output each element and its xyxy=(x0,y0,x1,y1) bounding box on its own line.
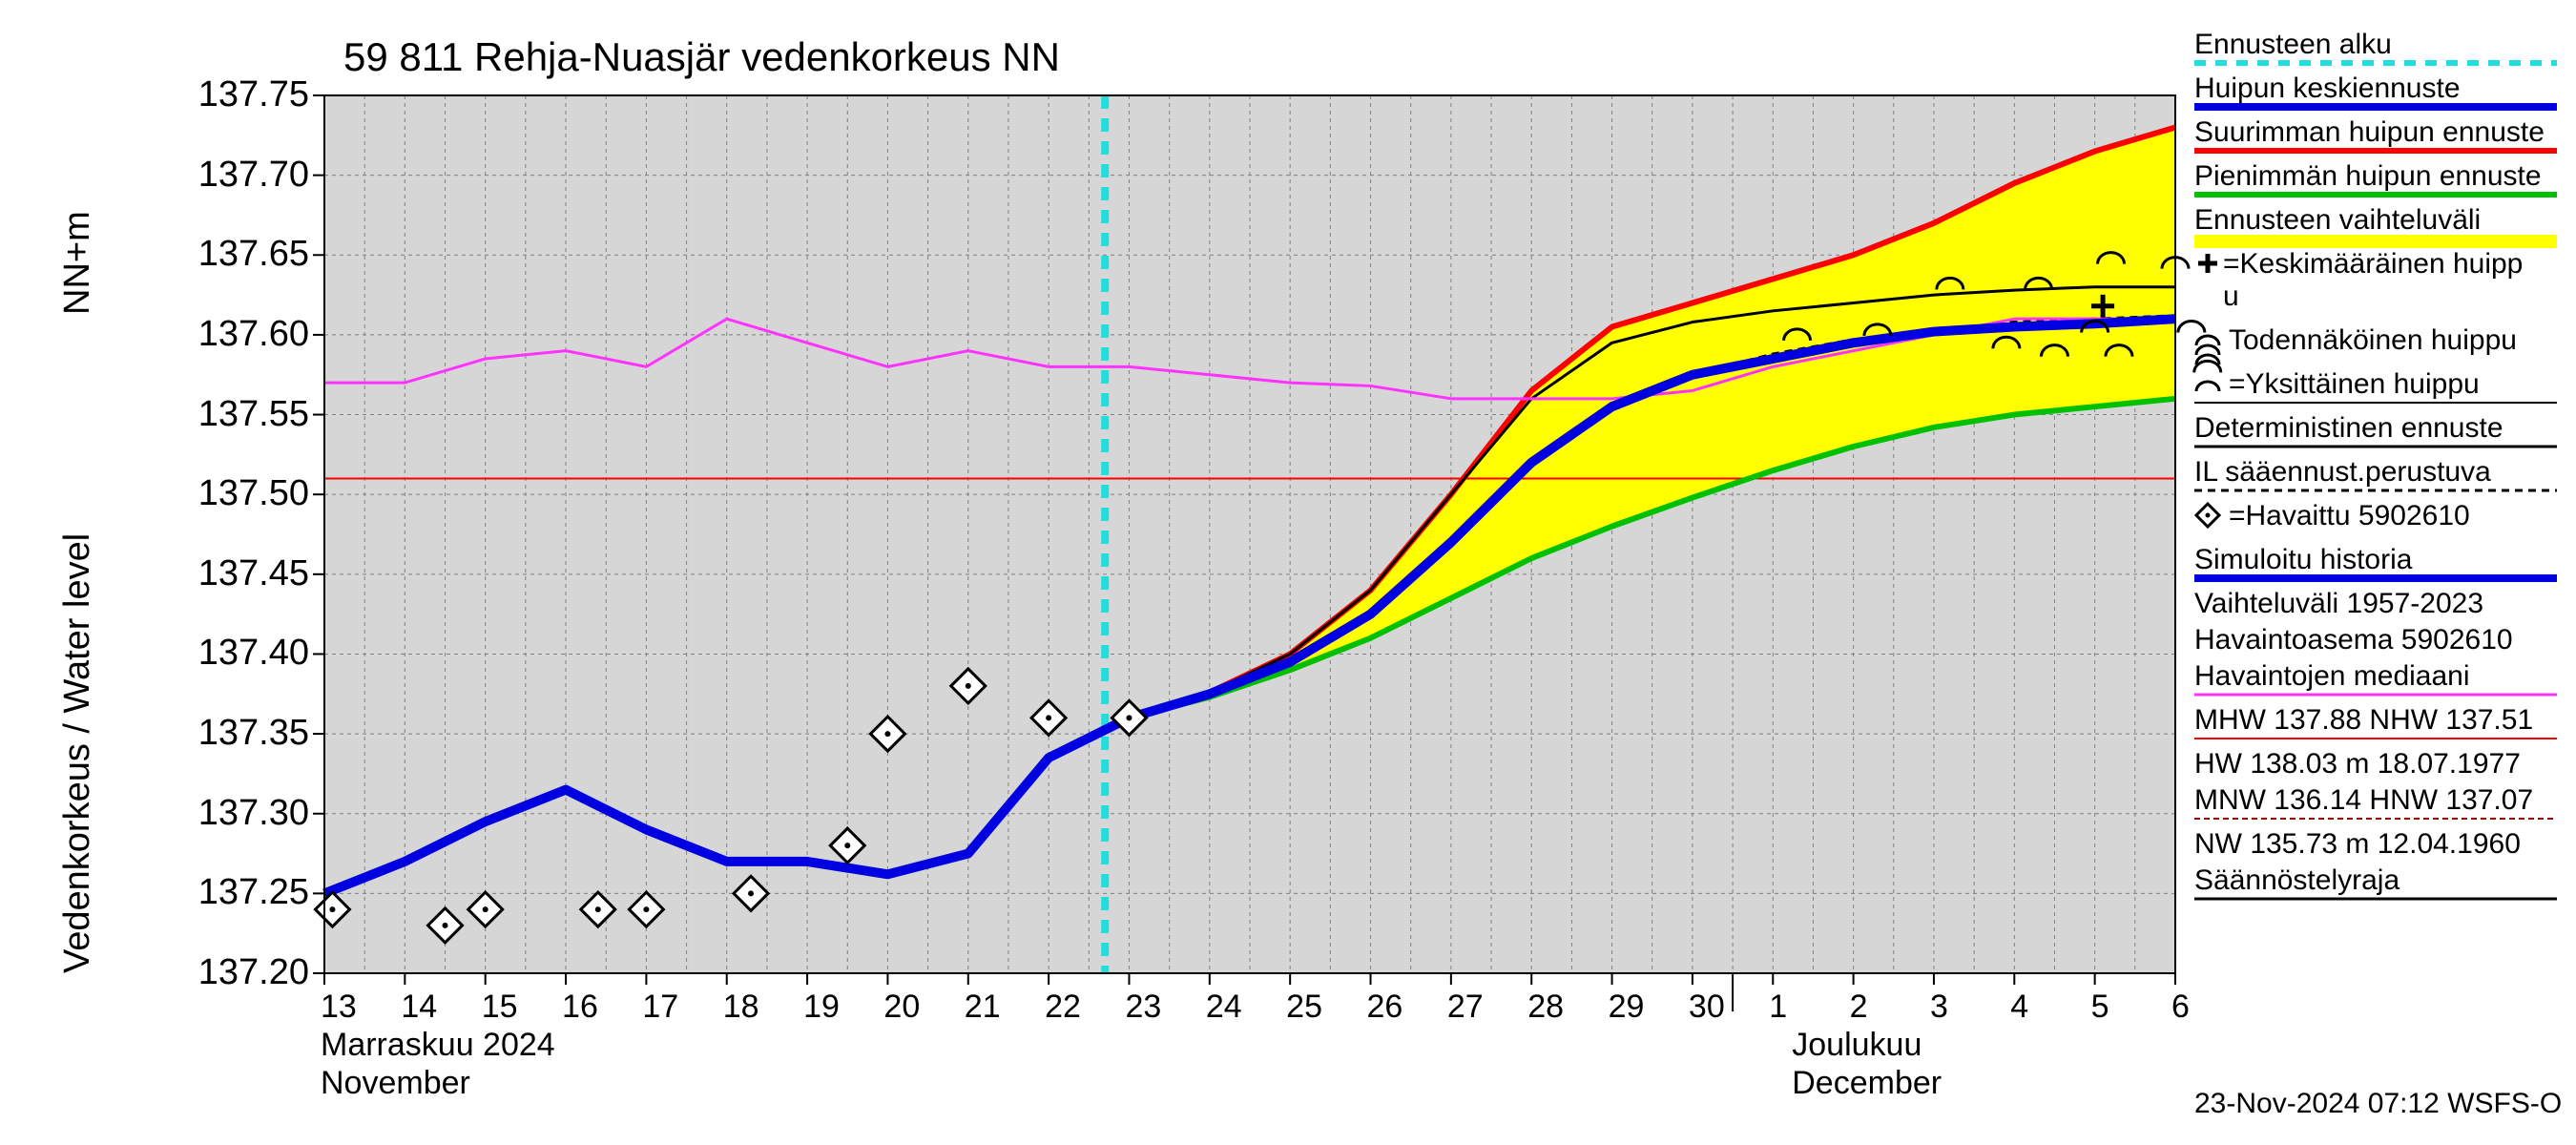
legend-item: MHW 137.88 NHW 137.51 xyxy=(2194,704,2533,737)
month1-fi: Marraskuu 2024 xyxy=(321,1027,555,1064)
legend-item-cont: u xyxy=(2223,281,2239,313)
x-tick-label: 25 xyxy=(1286,989,1322,1026)
water-level-chart: 59 811 Rehja-Nuasjär vedenkorkeus NN Ved… xyxy=(0,0,2576,1145)
y-tick-label: 137.20 xyxy=(198,952,309,993)
y-tick-label: 137.40 xyxy=(198,633,309,674)
x-tick-label: 19 xyxy=(803,989,840,1026)
legend-item: Deterministinen ennuste xyxy=(2194,412,2503,445)
y-axis-label-1: Vedenkorkeus / Water level xyxy=(57,533,98,973)
x-tick-label: 17 xyxy=(642,989,678,1026)
y-tick-label: 137.60 xyxy=(198,314,309,355)
month1-en: November xyxy=(321,1065,470,1102)
x-tick-label: 13 xyxy=(321,989,357,1026)
legend-item: MNW 136.14 HNW 137.07 xyxy=(2194,784,2533,817)
x-tick-label: 24 xyxy=(1206,989,1242,1026)
x-tick-label: 27 xyxy=(1447,989,1484,1026)
y-tick-label: 137.75 xyxy=(198,74,309,115)
x-tick-label: 3 xyxy=(1930,989,1948,1026)
chart-footer: 23-Nov-2024 07:12 WSFS-O xyxy=(2194,1088,2562,1120)
chart-title: 59 811 Rehja-Nuasjär vedenkorkeus NN xyxy=(343,34,1060,80)
legend-item: Huipun keskiennuste xyxy=(2194,73,2461,105)
y-tick-label: 137.55 xyxy=(198,394,309,435)
legend-item: =Havaittu 5902610 xyxy=(2229,500,2470,532)
x-tick-label: 5 xyxy=(2091,989,2109,1026)
legend-item: HW 138.03 m 18.07.1977 xyxy=(2194,748,2521,781)
legend-item: Havaintoasema 5902610 xyxy=(2194,624,2513,656)
x-tick-label: 16 xyxy=(562,989,598,1026)
x-tick-label: 30 xyxy=(1689,989,1725,1026)
x-tick-label: 18 xyxy=(723,989,759,1026)
legend-item: NW 135.73 m 12.04.1960 xyxy=(2194,828,2521,861)
legend-item: Pienimmän huipun ennuste xyxy=(2194,160,2542,193)
y-tick-label: 137.65 xyxy=(198,234,309,275)
legend-item: Vaihteluväli 1957-2023 xyxy=(2194,588,2483,620)
x-tick-label: 14 xyxy=(401,989,437,1026)
x-tick-label: 1 xyxy=(1769,989,1787,1026)
y-tick-label: 137.45 xyxy=(198,553,309,594)
legend-item: Suurimman huipun ennuste xyxy=(2194,116,2545,149)
chart-svg xyxy=(0,0,2576,1145)
x-tick-label: 21 xyxy=(965,989,1001,1026)
legend-item: Simuloitu historia xyxy=(2194,544,2412,576)
x-tick-label: 6 xyxy=(2171,989,2190,1026)
legend-item: Säännöstelyraja xyxy=(2194,864,2399,897)
x-tick-label: 22 xyxy=(1045,989,1081,1026)
legend-item: =Yksittäinen huippu xyxy=(2229,368,2480,401)
legend-item: Ennusteen alku xyxy=(2194,29,2392,61)
y-axis-label-2: NN+m xyxy=(57,211,98,315)
y-tick-label: 137.70 xyxy=(198,155,309,196)
legend-item: Ennusteen vaihteluväli xyxy=(2194,204,2481,237)
month2-en: December xyxy=(1792,1065,1942,1102)
month2-fi: Joulukuu xyxy=(1792,1027,1922,1064)
x-tick-label: 4 xyxy=(2010,989,2028,1026)
x-tick-label: 15 xyxy=(482,989,518,1026)
legend-item: Todennäköinen huippu xyxy=(2229,324,2517,357)
legend-item: IL sääennust.perustuva xyxy=(2194,456,2491,489)
x-tick-label: 2 xyxy=(1850,989,1868,1026)
y-tick-label: 137.30 xyxy=(198,793,309,834)
x-tick-label: 26 xyxy=(1367,989,1403,1026)
x-tick-label: 20 xyxy=(883,989,920,1026)
y-tick-label: 137.50 xyxy=(198,473,309,514)
x-tick-label: 29 xyxy=(1609,989,1645,1026)
x-tick-label: 23 xyxy=(1125,989,1161,1026)
x-tick-label: 28 xyxy=(1527,989,1564,1026)
y-tick-label: 137.25 xyxy=(198,872,309,913)
y-tick-label: 137.35 xyxy=(198,713,309,754)
legend-item: Havaintojen mediaani xyxy=(2194,660,2470,693)
legend-item: =Keskimääräinen huipp xyxy=(2223,248,2523,281)
